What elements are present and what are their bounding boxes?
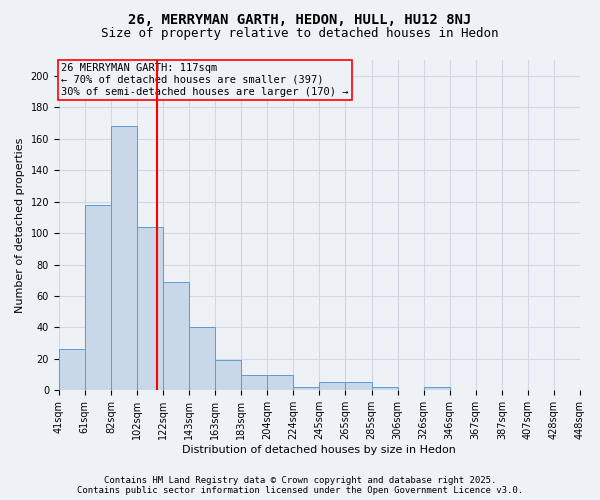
Bar [137,226,163,390]
Bar [267,374,293,390]
Bar [59,350,85,391]
Text: 26, MERRYMAN GARTH, HEDON, HULL, HU12 8NJ: 26, MERRYMAN GARTH, HEDON, HULL, HU12 8N… [128,12,472,26]
Bar [111,126,137,390]
Bar [241,374,267,390]
Bar [424,387,449,390]
Text: Contains HM Land Registry data © Crown copyright and database right 2025.
Contai: Contains HM Land Registry data © Crown c… [77,476,523,495]
Text: 26 MERRYMAN GARTH: 117sqm
← 70% of detached houses are smaller (397)
30% of semi: 26 MERRYMAN GARTH: 117sqm ← 70% of detac… [61,64,349,96]
Y-axis label: Number of detached properties: Number of detached properties [15,138,25,313]
Bar [293,387,319,390]
Bar [346,382,371,390]
Bar [371,387,398,390]
Text: Size of property relative to detached houses in Hedon: Size of property relative to detached ho… [101,28,499,40]
Bar [189,328,215,390]
Bar [163,282,189,391]
X-axis label: Distribution of detached houses by size in Hedon: Distribution of detached houses by size … [182,445,457,455]
Bar [85,204,111,390]
Bar [319,382,346,390]
Bar [215,360,241,390]
